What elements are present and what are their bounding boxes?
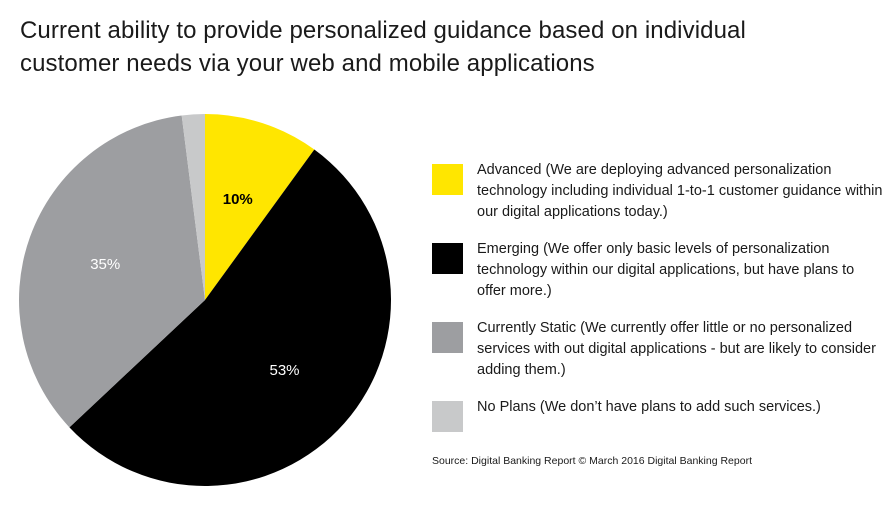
chart-title-line-2: customer needs via your web and mobile a… xyxy=(20,50,595,77)
legend-label-emerging: Emerging (We offer only basic levels of … xyxy=(477,241,855,299)
pie-chart: 10% 53% 35% xyxy=(18,114,391,487)
chart-title-line-1: Current ability to provide personalized … xyxy=(20,17,746,44)
pie-slice-no-plans xyxy=(181,114,205,300)
legend-item-currently-static: Currently Static (We currently offer lit… xyxy=(432,318,887,381)
pie-slice-currently-static xyxy=(18,115,205,428)
pie-label-advanced: 10% xyxy=(223,191,253,208)
legend-swatch-currently-static xyxy=(432,322,463,353)
legend-item-advanced: Advanced (We are deploying advanced pers… xyxy=(432,160,887,223)
chart-title: Current ability to provide personalized … xyxy=(20,14,880,80)
legend-label-advanced: Advanced (We are deploying advanced pers… xyxy=(477,162,883,220)
pie-label-currently-static: 35% xyxy=(90,256,120,273)
pie-slice-advanced xyxy=(205,114,315,300)
legend-swatch-emerging xyxy=(432,243,463,274)
legend-item-no-plans: No Plans (We don’t have plans to add suc… xyxy=(432,397,821,432)
legend-label-no-plans: No Plans (We don’t have plans to add suc… xyxy=(477,399,821,415)
legend-swatch-advanced xyxy=(432,164,463,195)
legend-label-currently-static: Currently Static (We currently offer lit… xyxy=(477,320,876,378)
source-note: Source: Digital Banking Report © March 2… xyxy=(432,455,752,467)
pie-label-emerging: 53% xyxy=(270,362,300,379)
legend-item-emerging: Emerging (We offer only basic levels of … xyxy=(432,239,887,302)
pie-slice-emerging xyxy=(69,149,391,487)
legend-swatch-no-plans xyxy=(432,401,463,432)
